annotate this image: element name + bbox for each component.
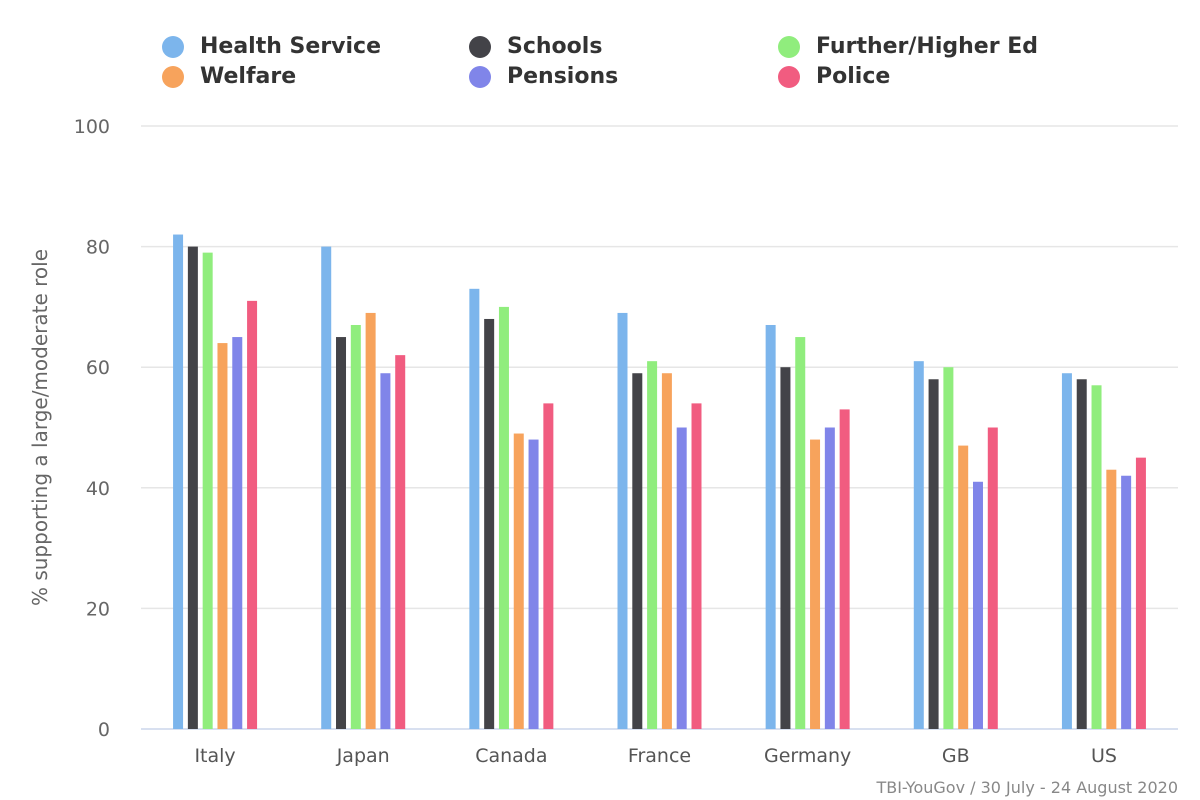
bar-italy-schools: [187, 246, 198, 729]
bar-canada-health-service: [469, 288, 480, 729]
x-tick-label: GB: [942, 745, 970, 767]
bar-canada-pensions: [528, 439, 539, 729]
bar-japan-further-higher-ed: [350, 324, 361, 729]
x-tick-label: Japan: [336, 745, 390, 767]
x-tick-label: France: [628, 745, 691, 767]
bar-germany-police: [839, 409, 850, 729]
legend-dot-icon: [162, 66, 184, 88]
bar-gb-police: [987, 427, 998, 729]
bar-gb-welfare: [958, 445, 969, 729]
bar-germany-health-service: [765, 324, 776, 729]
bar-japan-pensions: [380, 373, 391, 729]
legend-item[interactable]: Pensions: [469, 64, 618, 90]
legend-label: Police: [816, 64, 891, 89]
y-tick-label: 0: [98, 719, 110, 741]
legend-item[interactable]: Health Service: [162, 34, 381, 60]
bar-japan-police: [395, 355, 406, 729]
bar-us-health-service: [1061, 373, 1072, 729]
bar-italy-welfare: [217, 343, 228, 729]
bar-france-pensions: [676, 427, 687, 729]
bar-us-police: [1135, 457, 1146, 729]
bar-us-pensions: [1121, 475, 1132, 729]
legend-label: Welfare: [200, 64, 297, 89]
y-tick-label: 80: [86, 237, 110, 259]
bar-france-health-service: [617, 312, 628, 729]
bar-gb-health-service: [913, 361, 924, 729]
bar-france-further-higher-ed: [647, 361, 658, 729]
y-tick-label: 100: [74, 116, 110, 138]
bar-france-schools: [632, 373, 643, 729]
bar-germany-schools: [780, 367, 791, 729]
legend-dot-icon: [778, 66, 800, 88]
x-tick-label: Italy: [194, 745, 235, 767]
legend-item[interactable]: Welfare: [162, 64, 296, 90]
bar-japan-schools: [336, 337, 347, 729]
legend-item[interactable]: Schools: [469, 34, 602, 60]
credit-text: TBI-YouGov / 30 July - 24 August 2020: [876, 778, 1178, 797]
x-tick-label: Canada: [475, 745, 547, 767]
bar-canada-further-higher-ed: [498, 306, 509, 729]
bar-us-schools: [1076, 379, 1087, 729]
bar-italy-health-service: [173, 234, 184, 730]
bar-gb-further-higher-ed: [943, 367, 954, 729]
bar-germany-further-higher-ed: [795, 337, 806, 729]
bar-japan-health-service: [321, 246, 332, 729]
bar-germany-welfare: [810, 439, 821, 729]
legend-dot-icon: [469, 66, 491, 88]
legend-item[interactable]: Further/Higher Ed: [778, 34, 1038, 60]
y-tick-label: 60: [86, 357, 110, 379]
bar-japan-welfare: [365, 312, 376, 729]
legend-dot-icon: [162, 36, 184, 58]
bar-italy-pensions: [232, 337, 243, 729]
y-axis-label: % supporting a large/moderate role: [28, 249, 52, 606]
bar-france-police: [691, 403, 702, 729]
bar-canada-police: [543, 403, 554, 729]
y-tick-label: 40: [86, 478, 110, 500]
bar-italy-further-higher-ed: [202, 252, 213, 729]
y-tick-label: 20: [86, 598, 110, 620]
bar-germany-pensions: [824, 427, 835, 729]
bar-canada-welfare: [513, 433, 524, 729]
legend-label: Schools: [507, 34, 603, 59]
bar-gb-pensions: [972, 481, 983, 729]
legend-dot-icon: [469, 36, 491, 58]
legend-label: Pensions: [507, 64, 619, 89]
legend-dot-icon: [778, 36, 800, 58]
legend-label: Further/Higher Ed: [816, 34, 1038, 59]
bar-canada-schools: [484, 318, 495, 729]
legend-label: Health Service: [200, 34, 382, 59]
bar-gb-schools: [928, 379, 939, 729]
legend-item[interactable]: Police: [778, 64, 890, 90]
bar-us-welfare: [1106, 469, 1117, 729]
bar-france-welfare: [661, 373, 672, 729]
x-tick-label: US: [1091, 745, 1117, 767]
x-tick-label: Germany: [764, 745, 851, 767]
bar-italy-police: [247, 300, 258, 729]
bar-us-further-higher-ed: [1091, 385, 1102, 729]
